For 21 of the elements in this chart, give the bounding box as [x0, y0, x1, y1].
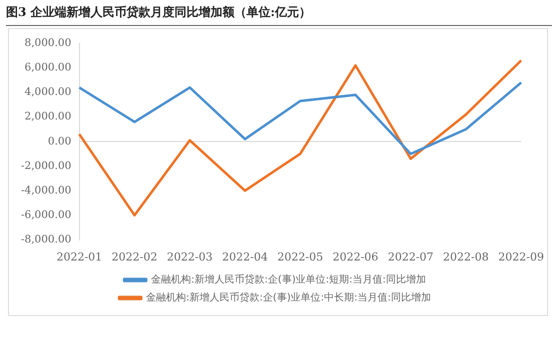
legend-label: 金融机构:新增人民币贷款:企(事)业单位:短期:当月值:同比增加	[151, 274, 426, 286]
y-tick-label: -4,000.00	[20, 184, 72, 196]
y-tick-label: 8,000.00	[24, 37, 72, 50]
x-tick-label: 2022-06	[332, 250, 378, 264]
y-tick-label: -6,000.00	[20, 208, 72, 221]
y-tick-label: -8,000.00	[20, 234, 72, 246]
y-tick-label: 4,000.00	[24, 86, 72, 98]
x-tick-label: 2022-01	[56, 250, 102, 264]
chart-title: 图3 企业端新增人民币贷款月度同比增加额（单位:亿元）	[6, 4, 552, 26]
x-tick-label: 2022-05	[277, 250, 324, 264]
y-tick-label: 6,000.00	[24, 62, 72, 74]
y-tick-label: 2,000.00	[24, 110, 72, 123]
y-tick-label: -2,000.00	[20, 160, 72, 172]
x-tick-label: 2022-08	[443, 250, 489, 264]
x-tick-label: 2022-09	[498, 250, 544, 264]
y-tick-label: 0.00	[48, 135, 72, 148]
x-tick-label: 2022-02	[112, 250, 158, 264]
x-tick-label: 2022-07	[388, 250, 434, 264]
x-tick-label: 2022-04	[222, 250, 268, 264]
legend-label: 金融机构:新增人民币贷款:企(事)业单位:中长期:当月值:同比增加	[146, 292, 431, 304]
x-tick-label: 2022-03	[166, 250, 213, 264]
